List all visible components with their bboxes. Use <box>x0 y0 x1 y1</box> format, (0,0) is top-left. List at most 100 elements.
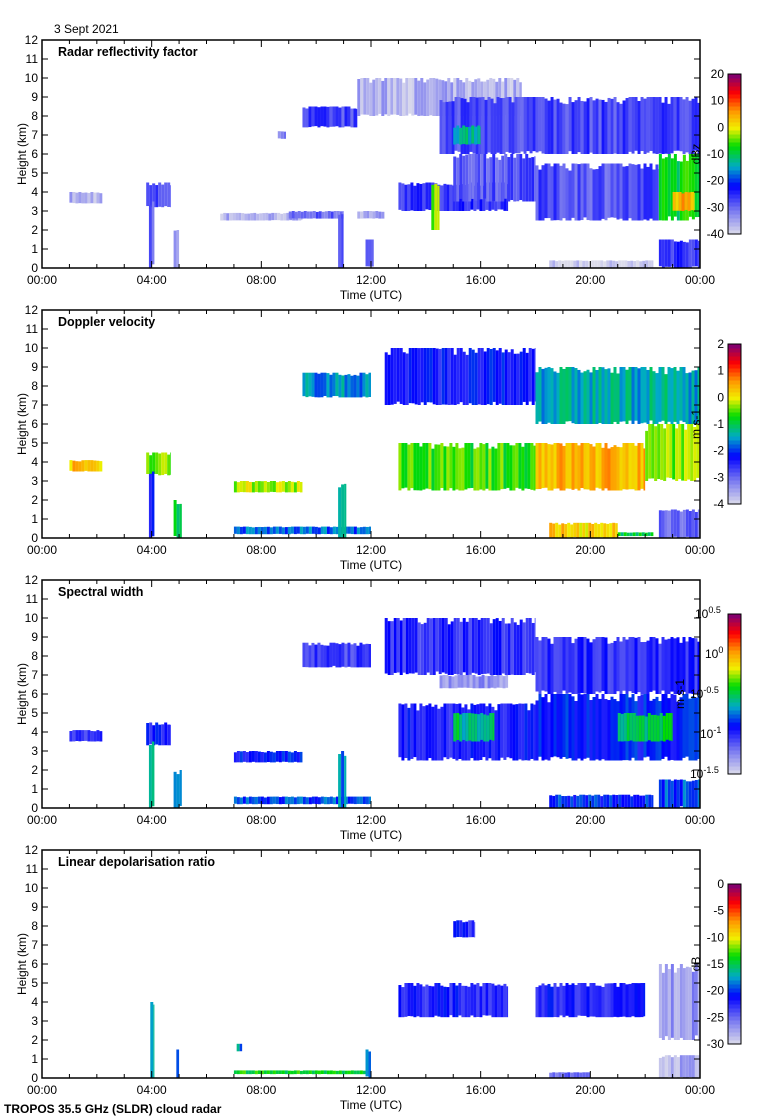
data-cell <box>308 372 312 397</box>
data-cell <box>467 986 471 1018</box>
data-cell <box>453 78 457 116</box>
data-cell <box>257 796 261 804</box>
data-cell <box>654 426 658 481</box>
data-cell <box>658 239 662 267</box>
data-cell <box>260 481 264 493</box>
data-cell <box>652 169 656 221</box>
colorbar-cell <box>728 626 741 631</box>
data-cell <box>595 637 599 692</box>
data-cell <box>441 80 445 116</box>
colorbar-cell <box>728 1016 741 1021</box>
data-cell <box>484 99 488 154</box>
data-cell <box>667 779 671 808</box>
panel-4: Linear depolarisation ratio0123456789101… <box>15 843 742 1112</box>
data-cell <box>672 192 676 211</box>
data-cell <box>510 618 514 675</box>
data-cell <box>396 618 400 673</box>
data-cell <box>612 522 616 538</box>
data-cell <box>667 239 671 267</box>
data-cell <box>263 481 267 493</box>
data-region <box>549 794 654 808</box>
data-cell <box>393 618 397 673</box>
data-cell <box>248 481 252 493</box>
plot-frame <box>41 579 701 809</box>
data-cell <box>691 154 695 220</box>
data-cell <box>404 184 408 211</box>
data-cell <box>626 532 630 537</box>
colorbar-frame <box>727 883 742 1045</box>
data-cell <box>616 986 620 1018</box>
colorbar-tick-label: -4 <box>713 497 724 511</box>
data-cell <box>553 163 557 221</box>
data-cell <box>413 443 417 491</box>
data-cell <box>694 964 698 1036</box>
data-cell <box>320 796 324 804</box>
data-cell <box>451 101 455 154</box>
colorbar-tick-label: 10 <box>711 94 725 108</box>
data-cell <box>456 618 460 675</box>
data-cell <box>479 443 483 490</box>
data-cell <box>148 473 152 538</box>
colorbar-tick-label: 2 <box>717 337 724 351</box>
data-cell <box>679 367 683 421</box>
data-cell <box>661 1056 665 1078</box>
data-cell <box>541 368 545 424</box>
data-cell <box>448 101 452 154</box>
data-cell <box>475 97 479 154</box>
data-cell <box>471 349 475 405</box>
colorbar-cell <box>728 646 741 651</box>
data-cell <box>179 770 182 806</box>
data-cell <box>522 622 526 675</box>
data-region <box>233 526 371 535</box>
data-cell <box>515 443 519 488</box>
data-cell <box>420 78 424 116</box>
data-cell <box>164 182 168 207</box>
colorbar-cell <box>728 734 741 739</box>
colorbar-cell <box>728 210 741 215</box>
data-cell <box>272 752 276 763</box>
data-cell <box>434 983 438 1016</box>
data-cell <box>445 675 449 689</box>
data-cell <box>248 796 252 804</box>
data-cell <box>588 1072 591 1078</box>
data-cell <box>691 98 695 154</box>
colorbar-cell <box>728 226 741 231</box>
data-cell <box>275 751 279 762</box>
data-cell <box>495 618 499 675</box>
data-cell <box>229 212 233 221</box>
colorbar-cell <box>728 754 741 759</box>
data-cell <box>444 348 448 405</box>
data-cell <box>290 1070 294 1075</box>
data-cell <box>405 618 409 675</box>
data-cell <box>619 367 623 422</box>
data-cell <box>555 1072 559 1078</box>
data-cell <box>504 623 508 675</box>
colorbar-cell <box>728 420 741 425</box>
colorbar-tick-label: 0 <box>717 877 724 891</box>
colorbar-cell <box>728 460 741 465</box>
colorbar-cell <box>728 992 741 997</box>
data-cell <box>435 348 439 405</box>
data-region <box>617 532 654 537</box>
data-cell <box>487 97 491 153</box>
data-cell <box>440 985 444 1018</box>
data-cell <box>558 1072 562 1078</box>
data-cell <box>432 618 436 675</box>
colorbar-cell <box>728 678 741 683</box>
data-cell <box>250 213 254 221</box>
data-cell <box>483 154 487 199</box>
data-cell <box>467 443 471 489</box>
colorbar-cell <box>728 146 741 151</box>
data-cell <box>478 676 482 689</box>
data-cell <box>658 510 662 538</box>
data-cell <box>344 106 348 127</box>
colorbar-cell <box>728 114 741 119</box>
data-cell <box>465 127 469 145</box>
data-cell <box>691 509 695 538</box>
data-cell <box>535 97 539 153</box>
y-tick-label: 5 <box>31 976 38 990</box>
data-cell <box>498 620 502 675</box>
data-cell <box>347 796 351 804</box>
data-cell <box>341 375 345 398</box>
